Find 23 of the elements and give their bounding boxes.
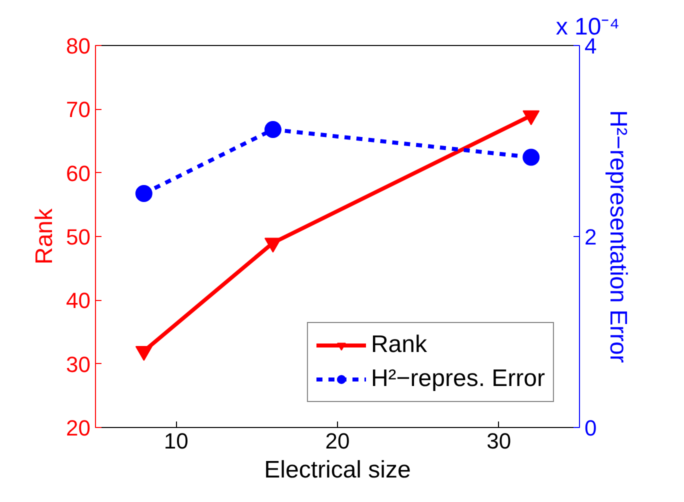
point xyxy=(522,148,540,166)
point xyxy=(264,238,282,253)
point xyxy=(522,110,540,126)
y-tick-label: 50 xyxy=(66,224,91,250)
x-axis-title: Electrical size xyxy=(264,456,411,484)
legend-label: Rank xyxy=(370,331,427,359)
x-tick-label: 20 xyxy=(325,428,350,454)
legend-label: H²−repres. Error xyxy=(370,365,545,393)
y-tick-label: 70 xyxy=(66,97,91,122)
y2-tick-label: 4 xyxy=(584,34,597,58)
x-tick-label: 30 xyxy=(486,428,512,454)
y2-tick-label: 0 xyxy=(584,416,597,440)
point xyxy=(135,346,152,361)
y-tick-label: 40 xyxy=(66,288,91,314)
x-tick-label: 10 xyxy=(164,428,188,454)
y-tick-label: 80 xyxy=(66,34,91,58)
y-axis-title: Rank xyxy=(31,207,58,265)
y-tick-label: 60 xyxy=(66,160,91,186)
point xyxy=(264,121,282,138)
point xyxy=(135,185,152,202)
y2-tick-label: 2 xyxy=(584,224,597,250)
y-tick-label: 30 xyxy=(66,352,91,377)
y2-axis-title: H²−representation Error xyxy=(604,110,632,363)
